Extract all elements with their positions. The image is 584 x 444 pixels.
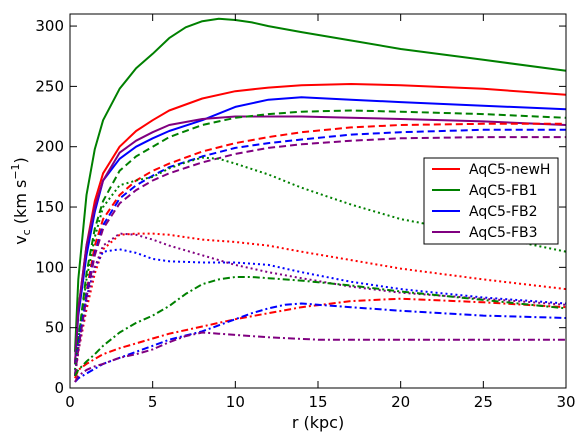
- x-tick-label: 30: [556, 393, 575, 411]
- x-tick-label: 15: [308, 393, 327, 411]
- legend-item-fb2: AqC5-FB2: [432, 204, 538, 220]
- series-line-aqc5-fb2-gas: [74, 302, 567, 383]
- legend-label-fb2: AqC5-FB2: [469, 204, 538, 220]
- x-tick-label: 20: [391, 393, 410, 411]
- legend-item-fb3: AqC5-FB3: [432, 225, 538, 241]
- x-axis-label: r (kpc): [292, 413, 344, 432]
- series-line-aqc5-fb3-total: [74, 115, 567, 364]
- series-line-aqc5-fb3-dm: [74, 136, 566, 377]
- series-line-aqc5-fb3-disc: [74, 232, 567, 377]
- y-tick-label: 50: [45, 319, 64, 337]
- y-tick-label: 250: [35, 77, 64, 95]
- legend-frame: [423, 157, 559, 245]
- curves-layer: [74, 17, 567, 383]
- legend: AqC5-newH AqC5-FB1 AqC5-FB2 AqC5-FB3: [423, 157, 559, 245]
- y-axis-label-main: v: [11, 235, 30, 244]
- y-tick-label: 300: [35, 17, 64, 35]
- legend-label-fb3: AqC5-FB3: [469, 225, 538, 241]
- y-tick-label: 100: [35, 258, 64, 276]
- y-axis-label-unit: (km s: [11, 180, 30, 230]
- x-tick-label: 10: [226, 393, 245, 411]
- x-tick-label: 25: [474, 393, 493, 411]
- y-axis-label: vc (km s−1): [9, 157, 33, 245]
- y-axis-label-exp: −1: [9, 163, 22, 179]
- y-tick-label: 0: [54, 379, 64, 397]
- series-line-aqc5-newh-gas: [74, 297, 567, 379]
- y-tick-label: 150: [35, 198, 64, 216]
- series-line-aqc5-fb1-total: [74, 17, 567, 352]
- y-axis-label-close: ): [11, 157, 30, 163]
- y-tick-label: 200: [35, 138, 64, 156]
- legend-label-fb1: AqC5-FB1: [469, 183, 538, 199]
- legend-item-fb1: AqC5-FB1: [432, 183, 538, 199]
- legend-label-newh: AqC5-newH: [469, 162, 550, 178]
- x-tick-label: 5: [148, 393, 158, 411]
- series-line-aqc5-fb2-disc: [74, 248, 567, 377]
- series-line-aqc5-fb1-dm: [74, 109, 567, 376]
- x-tick-label: 0: [65, 393, 75, 411]
- series-line-aqc5-newh-dm: [74, 122, 566, 377]
- y-axis-label-sub: c: [20, 229, 33, 235]
- legend-item-newh: AqC5-newH: [432, 162, 550, 178]
- series-line-aqc5-newh-disc: [74, 232, 567, 377]
- series-line-aqc5-fb2-total: [74, 96, 567, 364]
- series-line-aqc5-fb1-gas: [74, 276, 567, 377]
